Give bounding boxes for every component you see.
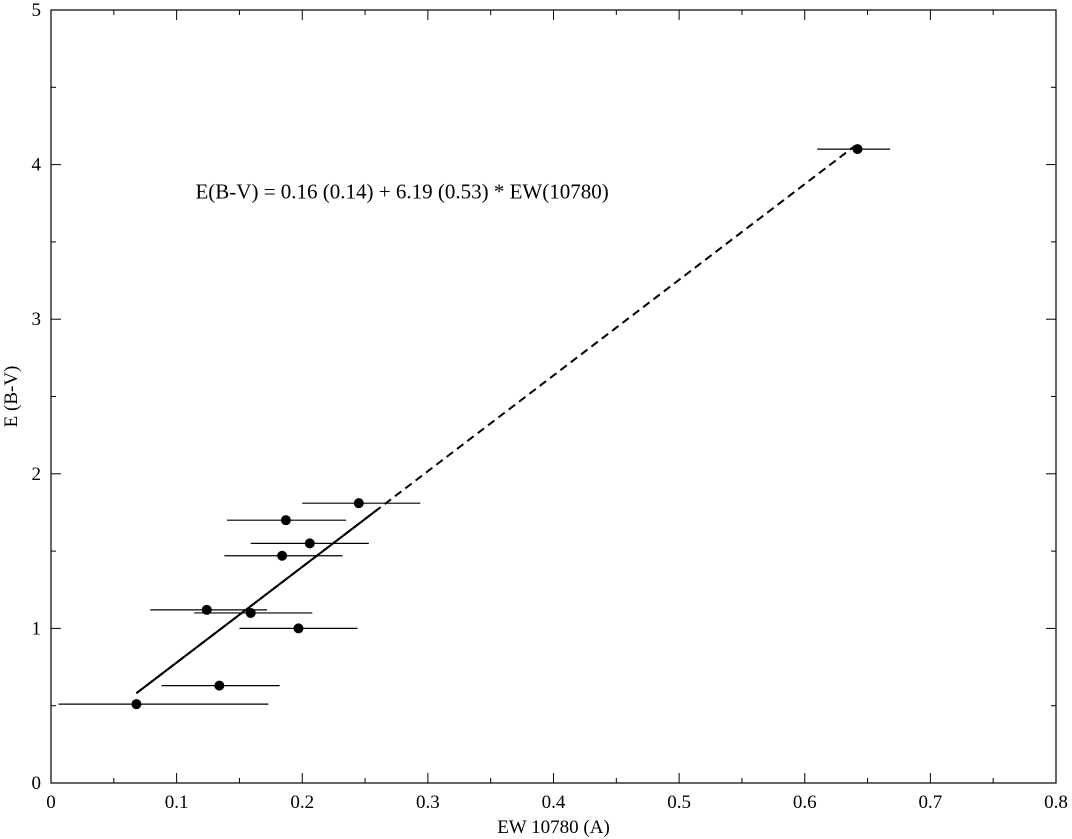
y-tick-label: 1 xyxy=(32,618,42,639)
x-tick-label: 0.2 xyxy=(290,792,314,813)
plot-area xyxy=(58,144,891,710)
x-axis-label: EW 10780 (A) xyxy=(497,817,610,838)
data-point xyxy=(245,607,256,618)
x-tick-label: 0.1 xyxy=(165,792,189,813)
y-tick-label: 4 xyxy=(32,155,42,176)
data-point xyxy=(304,538,315,549)
x-tick-label: 0.3 xyxy=(416,792,440,813)
plot-frame xyxy=(50,9,1057,784)
data-point xyxy=(293,623,304,634)
y-axis-label: E (B-V) xyxy=(1,366,22,428)
y-tick-label: 0 xyxy=(32,773,42,794)
x-tick-label: 0.8 xyxy=(1044,792,1068,813)
data-point xyxy=(131,699,142,710)
data-point xyxy=(852,144,863,155)
fit-equation-annotation: E(B-V) = 0.16 (0.14) + 6.19 (0.53) * EW(… xyxy=(195,180,608,204)
y-axis: 0 1 2 3 4 5 xyxy=(32,0,1056,794)
x-tick-label: 0.7 xyxy=(919,792,943,813)
data-point xyxy=(277,550,288,561)
x-tick-label: 0 xyxy=(46,792,56,813)
y-tick-label: 5 xyxy=(32,0,42,21)
data-point xyxy=(214,680,225,691)
x-axis: 0 0.1 0.2 0.3 0.4 0.5 0.6 0.7 0.8 xyxy=(46,10,1068,813)
data-point xyxy=(353,498,364,509)
x-tick-label: 0.6 xyxy=(793,792,817,813)
x-tick-label: 0.4 xyxy=(542,792,566,813)
y-tick-label: 2 xyxy=(32,464,42,485)
y-tick-label: 3 xyxy=(32,309,42,330)
x-tick-label: 0.5 xyxy=(667,792,691,813)
data-point xyxy=(280,515,291,526)
fit-line-solid xyxy=(135,508,379,694)
